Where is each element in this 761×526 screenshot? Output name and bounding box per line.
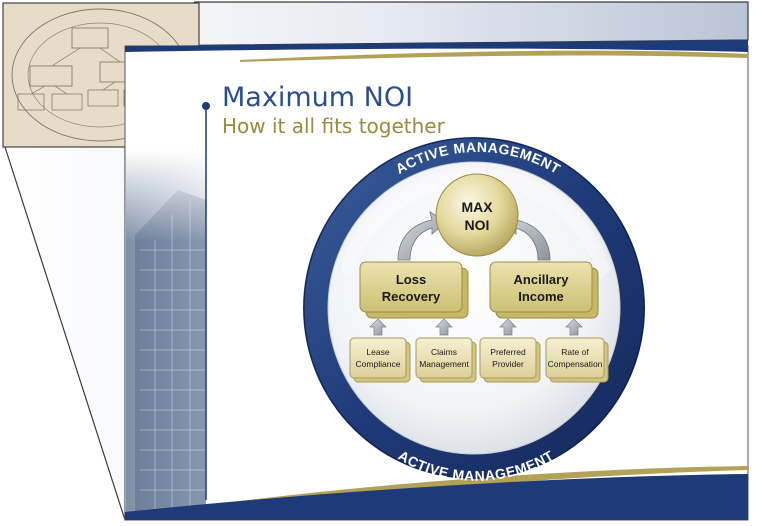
up-arrow-icon (499, 318, 517, 336)
lease-compliance-line2: Compliance (356, 359, 401, 369)
lease-compliance-node: Lease Compliance (349, 337, 411, 383)
title-bullet (202, 102, 210, 110)
ancillary-income-line2: Income (518, 289, 564, 304)
claims-management-node: Claims Management (415, 337, 477, 383)
max-noi-line2: NOI (465, 217, 490, 233)
up-arrow-icon (369, 318, 387, 336)
loss-recovery-node: Loss Recovery (359, 261, 469, 319)
ancillary-income-node: Ancillary Income (489, 261, 599, 319)
up-arrow-icon (435, 318, 453, 336)
claims-management-line1: Claims (431, 347, 457, 357)
lease-compliance-line1: Lease (366, 347, 389, 357)
max-noi-node: MAX NOI (435, 173, 519, 257)
preferred-provider-line2: Provider (492, 359, 524, 369)
noi-diagram: ACTIVE MANAGEMENT ACTIVE MANAGEMENT MAX … (303, 137, 645, 484)
slide-subtitle: How it all fits together (222, 114, 445, 138)
slide-title: Maximum NOI (222, 82, 414, 113)
max-noi-line1: MAX (461, 199, 493, 215)
loss-recovery-line2: Recovery (382, 289, 441, 304)
building-photo (126, 150, 206, 518)
loss-recovery-line1: Loss (396, 272, 426, 287)
preferred-provider-line1: Preferred (490, 347, 526, 357)
rate-of-compensation-line2: Compensation (548, 359, 603, 369)
preferred-provider-node: Preferred Provider (479, 337, 541, 383)
claims-management-line2: Management (419, 359, 469, 369)
rate-of-compensation-line1: Rate of (561, 347, 589, 357)
up-arrow-icon (565, 318, 583, 336)
ancillary-income-line1: Ancillary (514, 272, 570, 287)
rate-of-compensation-node: Rate of Compensation (545, 337, 609, 383)
